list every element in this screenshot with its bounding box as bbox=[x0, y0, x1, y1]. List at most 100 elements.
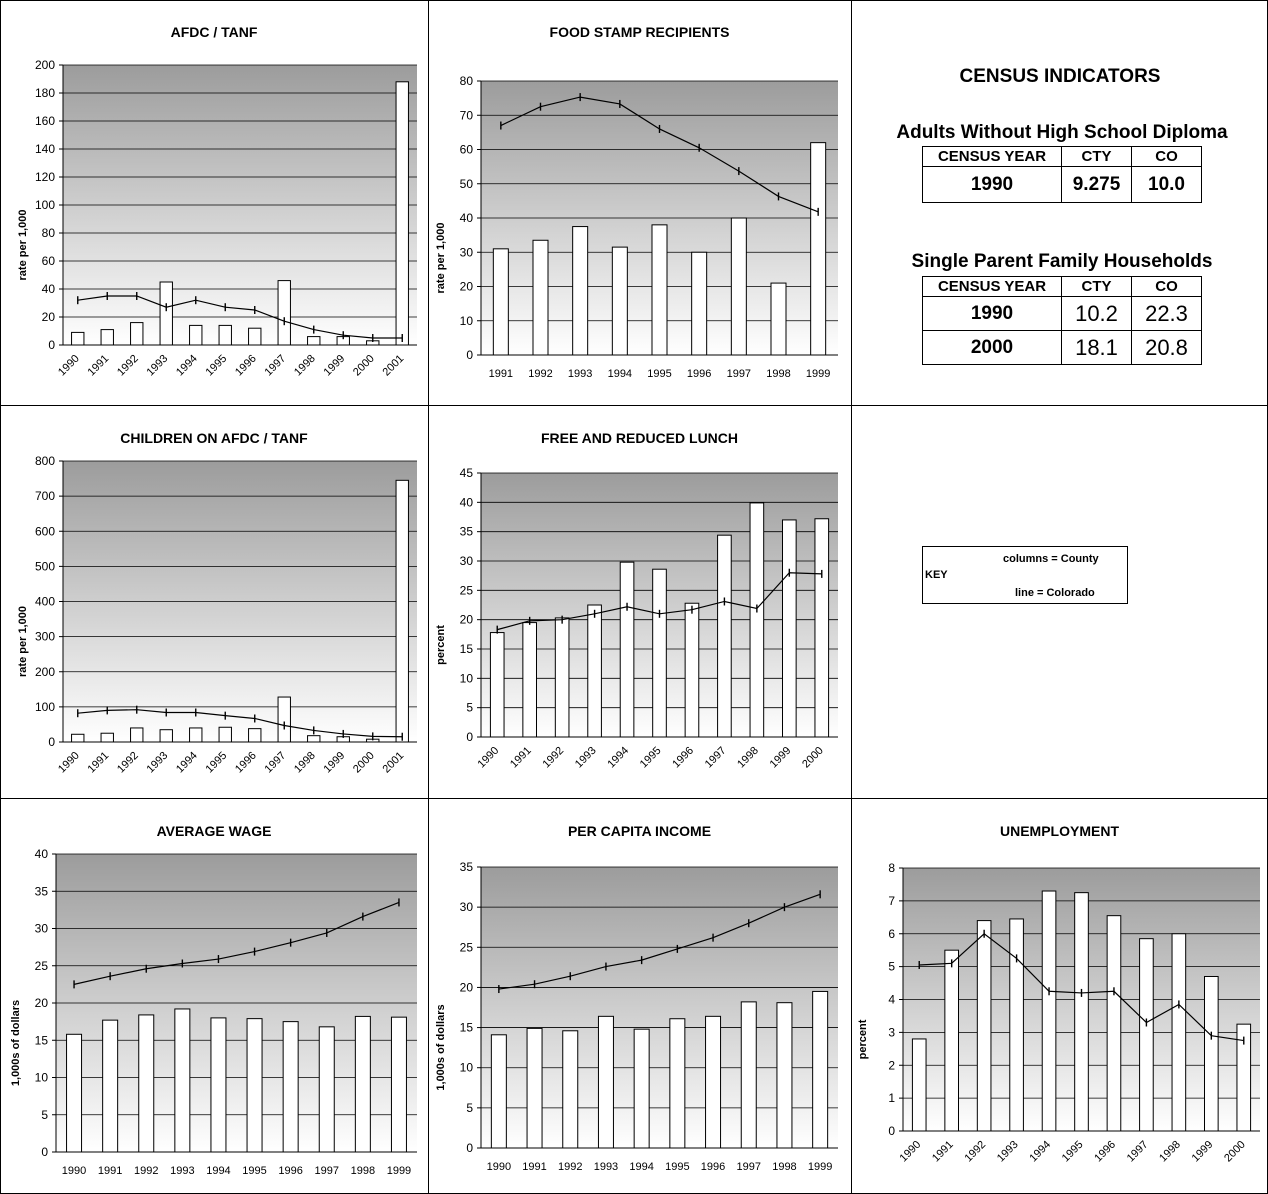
bar bbox=[1009, 918, 1024, 1132]
chart-title: FREE AND REDUCED LUNCH bbox=[541, 430, 738, 446]
x-tick-label: 1993 bbox=[145, 353, 171, 379]
x-tick-label: 1991 bbox=[508, 745, 534, 771]
y-tick-label: 10 bbox=[460, 1061, 474, 1075]
x-tick-label: 1992 bbox=[115, 353, 141, 379]
chart-3: CHILDREN ON AFDC / TANF 0 100 200 300 400 500 6… bbox=[17, 430, 417, 775]
cell-co: 22.3 bbox=[1131, 296, 1202, 331]
bar bbox=[174, 1008, 191, 1153]
bar bbox=[587, 604, 602, 738]
bar bbox=[572, 226, 589, 356]
bar bbox=[944, 949, 959, 1132]
y-axis-label: percent bbox=[857, 1019, 869, 1059]
bar bbox=[1204, 975, 1219, 1132]
y-tick-label: 20 bbox=[42, 310, 56, 324]
bar bbox=[395, 479, 409, 743]
bar bbox=[189, 727, 203, 743]
bar bbox=[749, 502, 765, 738]
bar bbox=[138, 1014, 155, 1153]
y-tick-label: 0 bbox=[41, 1145, 48, 1159]
chart-title: PER CAPITA INCOME bbox=[568, 823, 711, 839]
cell-co: 20.8 bbox=[1131, 330, 1202, 365]
chart-1: AFDC / TANF 0 20 40 60 80 100 120 140 160 180 200 ra… bbox=[17, 24, 417, 378]
y-tick-label: 40 bbox=[460, 211, 474, 225]
col-header-census-year: CENSUS YEAR bbox=[922, 146, 1062, 167]
bar bbox=[776, 1002, 793, 1149]
bar bbox=[1139, 938, 1154, 1132]
bar bbox=[814, 518, 830, 738]
y-tick-label: 30 bbox=[460, 554, 474, 568]
colorado-line bbox=[73, 901, 400, 985]
x-tick-label: 1997 bbox=[737, 1161, 761, 1173]
y-tick-label: 100 bbox=[35, 700, 55, 714]
bar bbox=[705, 1015, 722, 1149]
bar bbox=[522, 622, 537, 738]
chart-7: UNEMPLOYMENT 0 1 2 3 4 5 6 7 8 percent 1990 1991 1992… bbox=[857, 823, 1260, 1164]
x-tick-label: 1999 bbox=[806, 368, 830, 380]
x-tick-label: 1995 bbox=[1060, 1139, 1086, 1165]
bar bbox=[248, 327, 262, 346]
y-tick-label: 6 bbox=[888, 927, 895, 941]
y-tick-label: 120 bbox=[35, 170, 55, 184]
y-tick-label: 80 bbox=[460, 74, 474, 88]
y-tick-label: 20 bbox=[460, 613, 474, 627]
y-tick-label: 400 bbox=[35, 595, 55, 609]
x-tick-label: 1999 bbox=[768, 745, 794, 771]
x-tick-label: 1997 bbox=[263, 353, 289, 379]
bar bbox=[611, 246, 628, 356]
x-tick-label: 1997 bbox=[1125, 1139, 1151, 1165]
x-tick-label: 1995 bbox=[242, 1165, 266, 1177]
y-tick-label: 140 bbox=[35, 142, 55, 156]
x-tick-label: 1996 bbox=[670, 745, 696, 771]
x-tick-label: 2001 bbox=[381, 353, 407, 379]
key-label: KEY bbox=[925, 569, 948, 581]
bar bbox=[318, 1026, 335, 1153]
chart-title: FOOD STAMP RECIPIENTS bbox=[550, 24, 730, 40]
y-tick-label: 80 bbox=[42, 226, 56, 240]
x-tick-label: 2001 bbox=[381, 750, 407, 776]
y-tick-label: 30 bbox=[35, 922, 49, 936]
bar bbox=[100, 732, 114, 743]
bar bbox=[597, 1015, 614, 1149]
x-tick-label: 1995 bbox=[204, 750, 230, 776]
bar bbox=[651, 224, 668, 356]
y-tick-label: 200 bbox=[35, 58, 55, 72]
bar bbox=[246, 1018, 263, 1153]
bar bbox=[307, 735, 321, 743]
y-tick-label: 5 bbox=[466, 701, 473, 715]
y-tick-label: 20 bbox=[460, 980, 474, 994]
y-tick-label: 180 bbox=[35, 86, 55, 100]
colorado-line bbox=[77, 709, 403, 738]
col-header-cty: CTY bbox=[1061, 276, 1132, 297]
y-tick-label: 40 bbox=[42, 282, 56, 296]
bar bbox=[490, 1034, 507, 1149]
x-tick-label: 1994 bbox=[608, 368, 632, 380]
bar bbox=[554, 617, 570, 738]
x-tick-label: 1993 bbox=[573, 745, 599, 771]
bar bbox=[390, 1016, 407, 1153]
y-tick-label: 35 bbox=[460, 525, 474, 539]
x-tick-label: 1994 bbox=[605, 745, 631, 771]
bar bbox=[633, 1028, 650, 1149]
y-tick-label: 1 bbox=[888, 1091, 895, 1105]
y-tick-label: 8 bbox=[888, 861, 895, 875]
y-tick-label: 5 bbox=[888, 960, 895, 974]
y-tick-label: 15 bbox=[35, 1033, 49, 1047]
y-tick-label: 15 bbox=[460, 642, 474, 656]
y-tick-label: 3 bbox=[888, 1025, 895, 1039]
bar bbox=[911, 1038, 927, 1132]
bar bbox=[1171, 933, 1187, 1132]
x-tick-label: 1996 bbox=[701, 1161, 725, 1173]
bar bbox=[782, 519, 797, 738]
x-tick-label: 1993 bbox=[568, 368, 592, 380]
y-tick-label: 10 bbox=[460, 314, 474, 328]
x-tick-label: 1991 bbox=[489, 368, 513, 380]
y-tick-label: 0 bbox=[466, 1141, 473, 1155]
bar bbox=[1106, 915, 1122, 1132]
y-tick-label: 0 bbox=[466, 348, 473, 362]
chart-2: FOOD STAMP RECIPIENTS 0 10 20 30 40 50 60 70 80 ra… bbox=[435, 24, 838, 380]
x-tick-label: 2000 bbox=[800, 745, 826, 771]
chart-4: FREE AND REDUCED LUNCH 0 5 10 15 20 25 30 35 40 45… bbox=[435, 430, 838, 770]
x-tick-label: 1997 bbox=[703, 745, 729, 771]
x-tick-label: 1991 bbox=[86, 750, 112, 776]
bar bbox=[66, 1033, 83, 1153]
